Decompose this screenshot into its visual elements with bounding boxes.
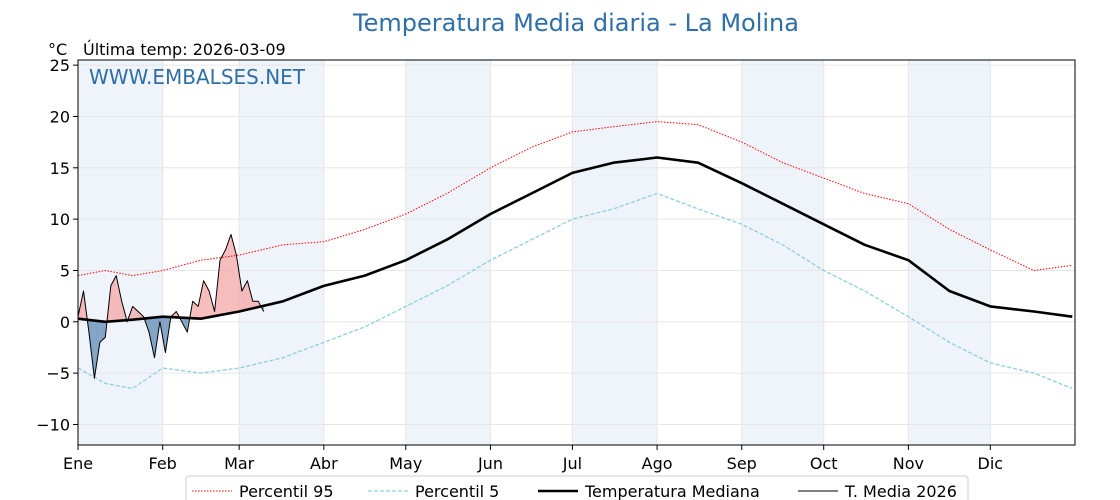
x-tick-label: Dic: [978, 454, 1004, 473]
legend-label: Percentil 5: [415, 482, 499, 500]
x-tick-label: Sep: [727, 454, 757, 473]
series-line-1: [77, 192, 1073, 390]
cold-anomaly-fill: [99, 321, 106, 343]
month-band: [572, 60, 658, 445]
watermark: WWW.EMBALSES.NET: [89, 65, 306, 89]
warm-anomaly-fill: [220, 249, 226, 316]
plot-frame: [77, 59, 1076, 446]
y-tick-label: 5: [60, 261, 70, 280]
last-temp-label: Última temp: 2026-03-09: [83, 40, 286, 59]
x-tick-label: Mar: [224, 454, 255, 473]
warm-anomaly-fill: [241, 280, 248, 311]
series-line-3: [77, 234, 265, 379]
warm-anomaly-fill: [198, 280, 204, 319]
legend-label: Percentil 95: [239, 482, 334, 500]
y-tick-label: 10: [50, 210, 70, 229]
x-tick-label: Nov: [893, 454, 924, 473]
y-tick-label: 25: [50, 56, 70, 75]
month-band: [239, 60, 324, 445]
warm-anomaly-fill: [225, 234, 231, 315]
unit-label: °C: [48, 40, 67, 59]
legend-label: Temperatura Mediana: [584, 482, 760, 500]
warm-anomaly-fill: [236, 255, 242, 313]
warm-anomaly-fill: [247, 280, 253, 310]
chart-title: Temperatura Media diaria - La Molina: [352, 9, 799, 37]
x-tick-label: Jul: [562, 454, 582, 473]
y-tick-label: 20: [50, 107, 70, 126]
cold-anomaly-fill: [94, 320, 100, 379]
y-tick-label: −5: [46, 364, 70, 383]
x-tick-label: Ene: [63, 454, 93, 473]
x-axis: Ene Feb Mar Abr May Jun Jul Ago Sep Oct Nov Dic: [63, 445, 1003, 473]
x-tick-label: Feb: [149, 454, 177, 473]
grid-lines: [77, 60, 1075, 445]
y-tick-label: −10: [36, 415, 70, 434]
warm-anomaly-fill: [116, 275, 122, 321]
x-tick-label: May: [389, 454, 422, 473]
warm-anomaly-fill: [203, 280, 210, 319]
x-tick-label: Ago: [642, 454, 673, 473]
series-line-0: [77, 121, 1073, 277]
month-shading: [78, 60, 991, 445]
month-band: [908, 60, 991, 445]
month-band: [78, 60, 163, 445]
x-tick-label: Oct: [810, 454, 838, 473]
cold-anomaly-fill: [149, 317, 155, 358]
month-band: [741, 60, 824, 445]
legend-label: T. Media 2026: [844, 482, 957, 500]
legend-box: [185, 475, 969, 500]
warm-anomaly-fill: [230, 234, 237, 314]
y-axis: −10 −5 0 5 10 15 20 25: [36, 56, 78, 434]
legend: Percentil 95 Percentil 5 Temperatura Media…: [185, 475, 969, 500]
y-tick-label: 0: [60, 313, 70, 332]
x-tick-label: Jun: [477, 454, 503, 473]
warm-anomaly-fill: [110, 275, 117, 322]
series-lines: [77, 121, 1073, 390]
warm-anomaly-fill: [132, 306, 139, 320]
y-tick-label: 15: [50, 159, 70, 178]
series-line-2: [77, 156, 1073, 324]
x-tick-label: Abr: [310, 454, 338, 473]
